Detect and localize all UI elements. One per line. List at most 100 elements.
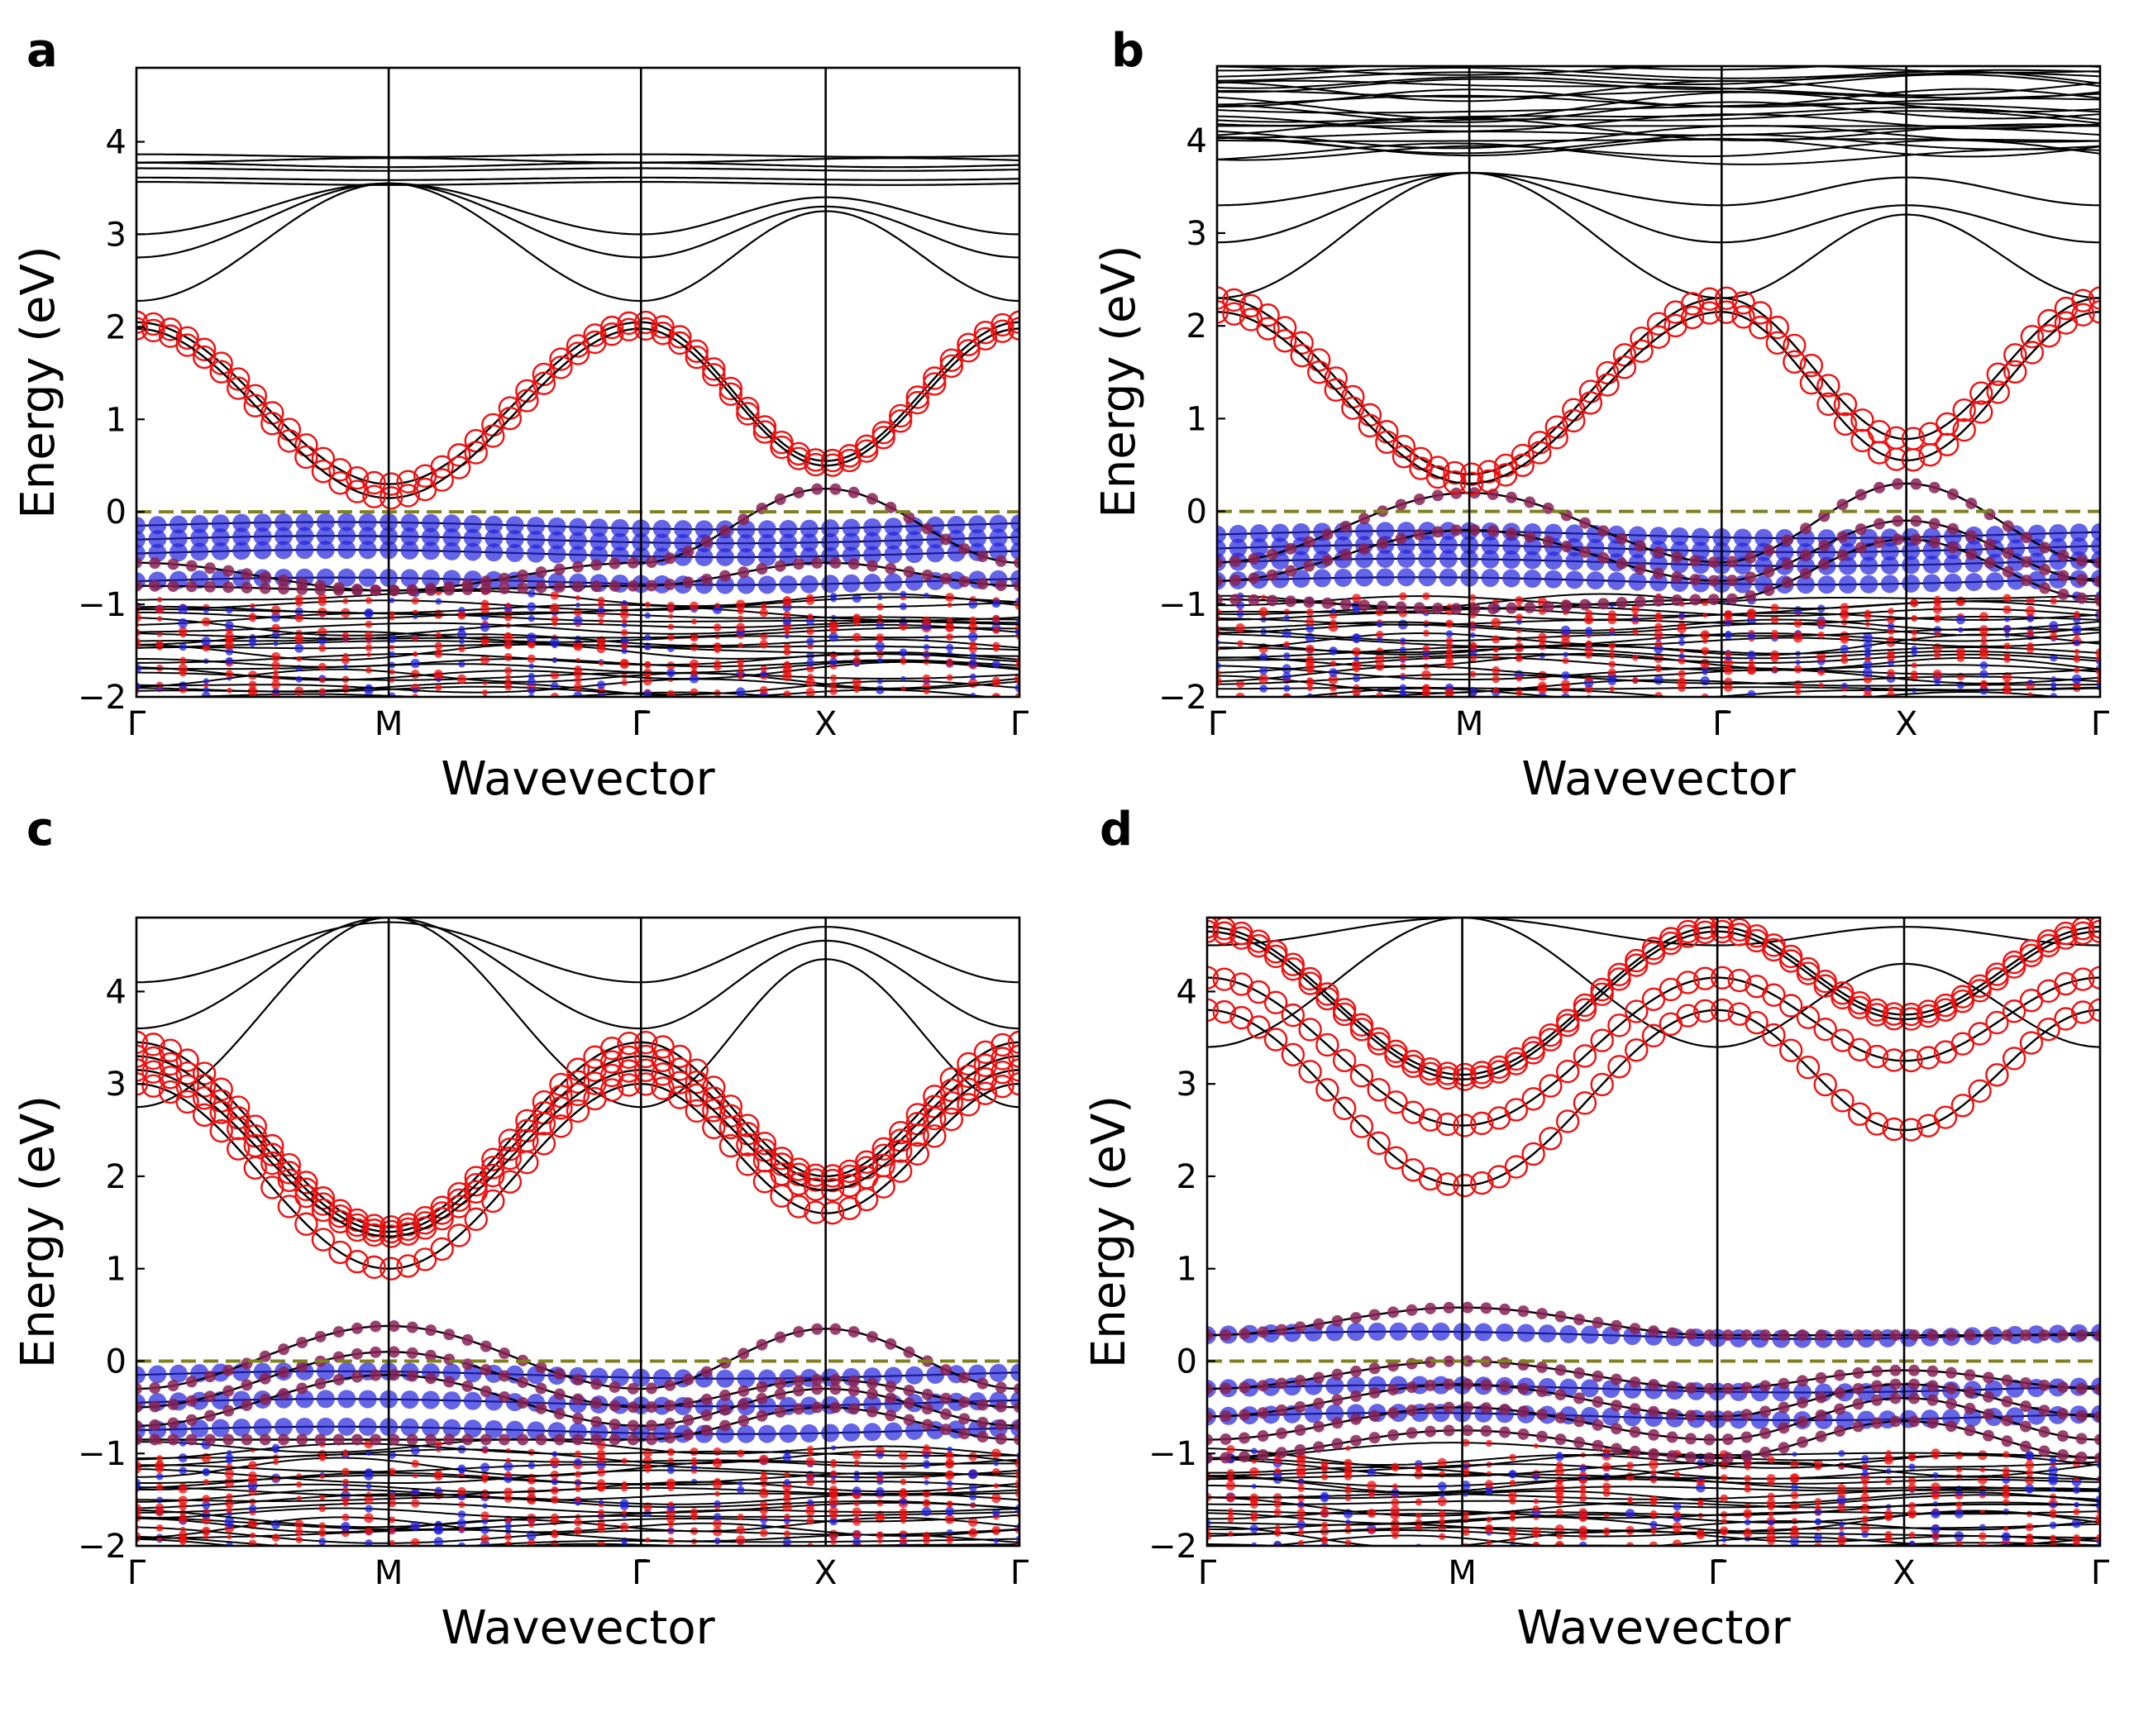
- panel-b-valence-dot: [1887, 608, 1895, 615]
- panel-c-red-circle: [566, 1057, 590, 1081]
- panel-c-purple-dot: [425, 1372, 437, 1385]
- panel-b-blue-dot: [1249, 524, 1268, 543]
- panel-b-valence-dot: [1654, 675, 1664, 685]
- panel-d-valence-dot: [1415, 1519, 1423, 1527]
- panel-d-purple-dot: [1945, 1382, 1957, 1395]
- panel-b-valence-dot: [1306, 617, 1315, 627]
- panel-d-blue-dot: [1835, 1410, 1855, 1429]
- panel-d-purple-dot: [1983, 1329, 1994, 1342]
- panel-c-valence-dot: [202, 1495, 211, 1504]
- panel-a-valence-dot: [201, 691, 211, 697]
- panel-a-blue-dot: [884, 545, 903, 564]
- panel-d-valence-dot: [1697, 1459, 1705, 1467]
- panel-b-valence-dot: [1375, 661, 1385, 671]
- panel-d-red-circle: [1418, 1166, 1443, 1191]
- panel-b-valence-dot: [1863, 660, 1873, 670]
- panel-c-valence-dot: [203, 1534, 209, 1540]
- panel-c-valence-dot: [365, 1550, 373, 1558]
- panel-a-valence-dot: [714, 633, 720, 640]
- panel-d-valence-dot: [1439, 1533, 1446, 1541]
- panel-c-purple-dot: [811, 1323, 823, 1335]
- panel-c-purple-dot: [185, 1433, 198, 1446]
- panel-c-purple-dot: [664, 1418, 676, 1430]
- panel-c-purple-dot: [866, 1405, 878, 1418]
- panel-d-purple-dot: [1573, 1415, 1585, 1428]
- panel-b-valence-dot: [1515, 596, 1524, 605]
- panel-c-valence-dot: [574, 1471, 582, 1478]
- panel-c-purple-dot: [443, 1433, 456, 1446]
- panel-c-valence-dot: [365, 1546, 373, 1553]
- panel-a-valence-dot: [318, 644, 327, 652]
- panel-c-purple-dot: [866, 1388, 878, 1400]
- panel-a-valence-dot: [504, 683, 512, 691]
- panel-b-blue-dot: [1376, 568, 1395, 587]
- panel-d-purple-dot: [2001, 1435, 2013, 1447]
- panel-a-blue-dot: [737, 547, 756, 566]
- panel-d-purple-dot: [1685, 1328, 1697, 1341]
- panel-d-red-circle: [1864, 1112, 1889, 1136]
- panel-c-valence-dot: [481, 1476, 489, 1483]
- panel-c-purple-dot: [756, 1338, 768, 1351]
- panel-d-red-circle: [1521, 1087, 1545, 1111]
- panel-c-red-circle: [617, 1031, 641, 1056]
- panel-c-valence-dot: [830, 1478, 837, 1485]
- panel-d-purple-dot: [1313, 1318, 1325, 1330]
- panel-c-valence-dot: [504, 1487, 513, 1497]
- panel-c-purple-dot: [719, 1419, 731, 1432]
- panel-a-valence-dot: [248, 680, 257, 689]
- panel-d-red-circle: [1247, 933, 1271, 958]
- panel-c-purple-dot: [351, 1347, 363, 1360]
- panel-b-valence-dot: [1376, 692, 1384, 697]
- panel-d-valence-dot: [1437, 1457, 1447, 1468]
- panel-c-blue-dot: [821, 1424, 840, 1443]
- panel-c-purple-dot: [1014, 1401, 1019, 1414]
- panel-b-purple-dot: [1413, 602, 1425, 614]
- panel-b-red-circle: [1765, 331, 1789, 355]
- panel-d-valence-dot: [2049, 1521, 2057, 1529]
- panel-b-purple-dot: [1653, 567, 1664, 579]
- panel-b-red-circle: [2003, 343, 2027, 367]
- panel-c-blue-dot: [757, 1424, 776, 1443]
- panel-b-purple-dot: [1947, 488, 1959, 500]
- panel-a-purple-dot: [204, 562, 216, 575]
- panel-b-blue-dot: [1355, 550, 1373, 569]
- panel-c-valence-dot: [876, 1531, 885, 1540]
- panel-c-purple-dot: [553, 1388, 566, 1400]
- panel-c-purple-dot: [278, 1388, 289, 1400]
- panel-d-red-circle: [1693, 999, 1717, 1023]
- panel-d-purple-dot: [1443, 1378, 1455, 1390]
- panel-d-purple-dot: [1964, 1402, 1976, 1414]
- panel-a-blue-dot: [716, 548, 734, 567]
- panel-c-red-circle: [141, 1060, 165, 1084]
- panel-d-purple-dot: [1722, 1329, 1734, 1342]
- panel-a-blue-dot: [695, 520, 714, 539]
- panel-d-purple-dot: [2057, 1448, 2069, 1461]
- panel-a-purple-dot: [646, 579, 657, 592]
- panel-c-valence-dot: [202, 1500, 211, 1509]
- panel-d-valence-dot: [1814, 1462, 1822, 1471]
- panel-b-valence-dot: [1353, 650, 1359, 656]
- panel-a-purple-dot: [222, 581, 235, 594]
- panel-c-purple-dot: [609, 1419, 621, 1431]
- panel-a-valence-dot: [575, 602, 581, 608]
- panel-d-purple-dot: [2094, 1383, 2100, 1395]
- panel-b-purple-dot: [1855, 489, 1867, 501]
- panel-c-blue-dot: [316, 1417, 335, 1436]
- panel-a-valence-dot: [365, 644, 373, 651]
- panel-b-conduction-flat-band-36: [1217, 101, 2100, 123]
- panel-a-blue-dot: [757, 547, 776, 566]
- panel-a-blue-dot: [190, 514, 209, 533]
- panel-c-red-circle: [633, 1072, 658, 1096]
- panel-b-valence-dot: [1306, 677, 1314, 685]
- panel-c-blue-dot: [358, 1390, 377, 1409]
- panel-a-valence-dot: [807, 613, 814, 620]
- panel-a-xtick-label-4: Γ: [1010, 705, 1029, 743]
- panel-d-valence-dot: [1274, 1524, 1281, 1531]
- panel-d-red-circle: [1418, 1108, 1443, 1132]
- panel-d-purple-dot: [1740, 1450, 1753, 1462]
- panel-a-valence-dot: [365, 597, 373, 604]
- panel-d-red-circle: [1470, 1111, 1494, 1136]
- panel-b-conduction-flat-band-44: [1217, 74, 2100, 93]
- panel-b-valence-dot: [1584, 674, 1593, 683]
